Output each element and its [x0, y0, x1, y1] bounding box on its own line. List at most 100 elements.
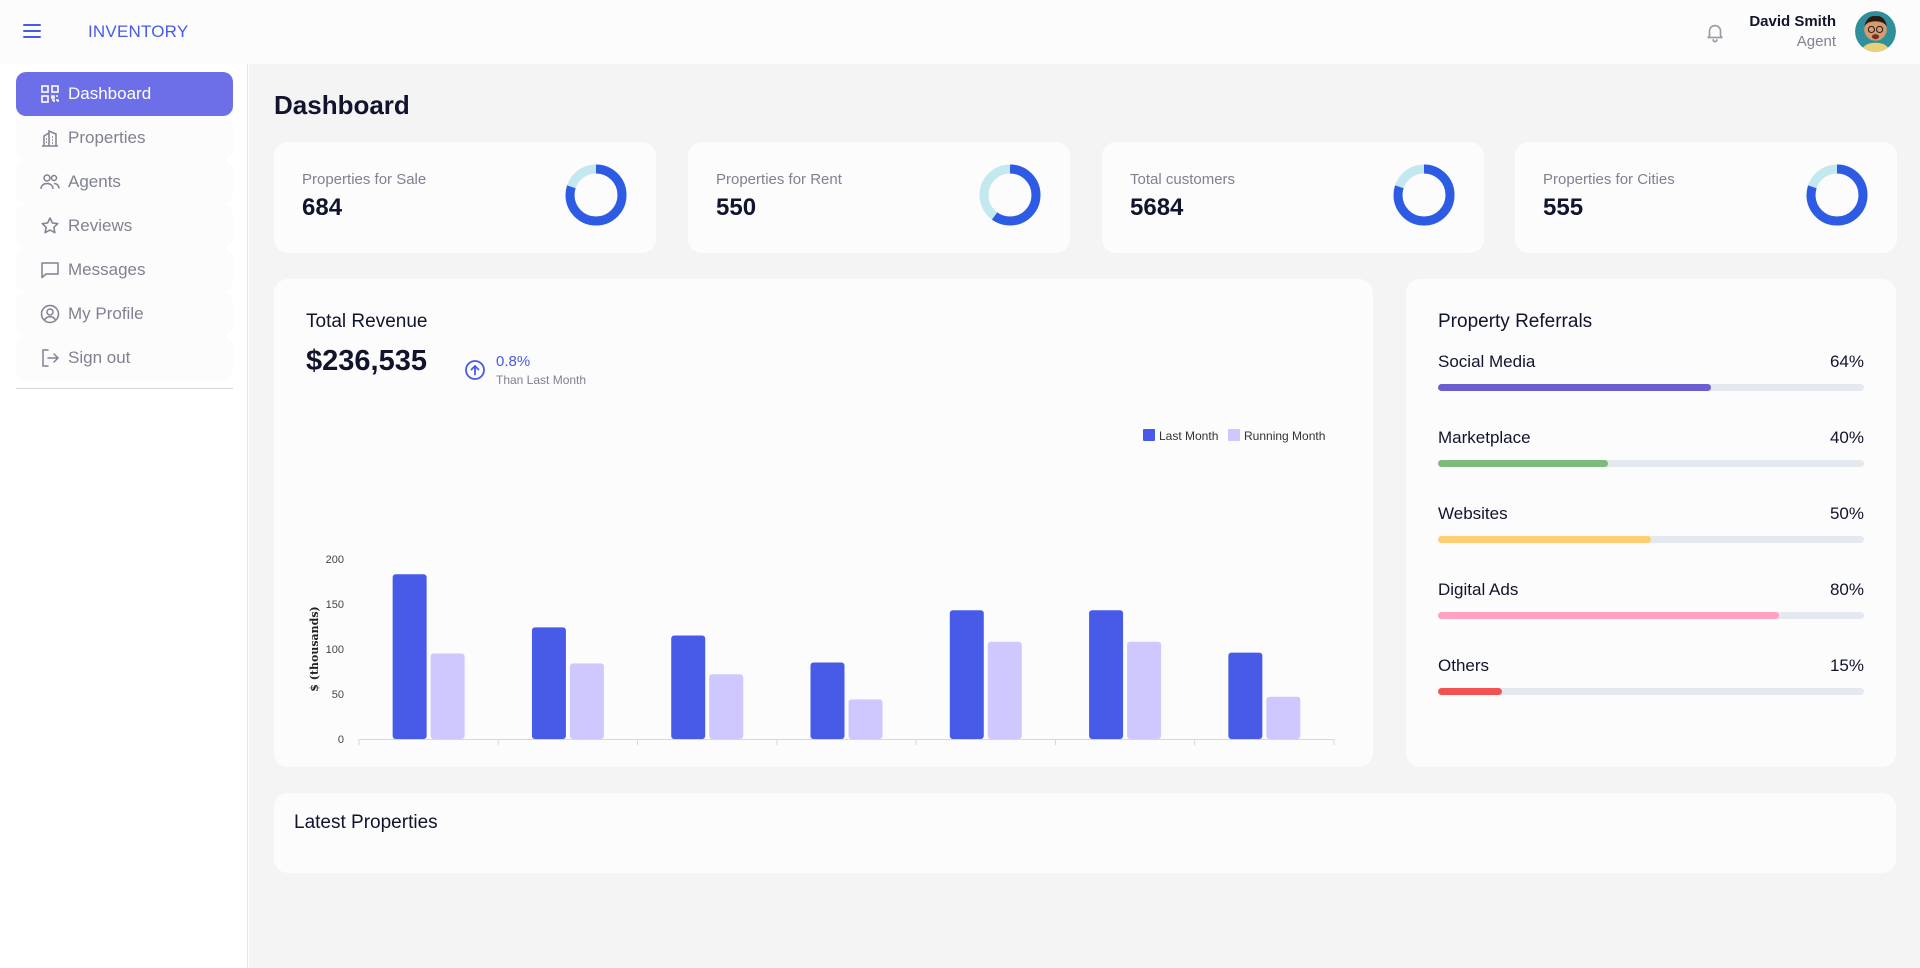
stat-card-customers: Total customers 5684 [1102, 142, 1484, 253]
sidebar-item-sign-out[interactable]: Sign out [16, 336, 233, 380]
bar-running-month-may[interactable] [987, 641, 1022, 739]
progress-track [1438, 460, 1864, 467]
sidebar-item-messages[interactable]: Messages [16, 248, 233, 292]
y-tick-label: 100 [326, 644, 344, 656]
dashboard-icon [40, 84, 60, 104]
donut-chart [1393, 164, 1455, 226]
progress-fill [1438, 536, 1651, 543]
revenue-value: $236,535 [306, 345, 427, 377]
legend-label: Running Month [1244, 429, 1325, 443]
donut-fill [565, 164, 627, 226]
stat-value: 5684 [1130, 194, 1184, 221]
user-role: Agent [1796, 33, 1836, 50]
donut-fill [1806, 164, 1868, 226]
stat-value: 550 [716, 194, 757, 221]
stat-label: Total customers [1130, 171, 1236, 188]
bar-last-month-mar[interactable] [671, 635, 706, 740]
sidebar-item-label: Reviews [68, 216, 133, 235]
referral-label: Websites [1438, 504, 1508, 523]
sidebar-item-my-profile[interactable]: My Profile [16, 292, 233, 336]
property-referrals-card: Property Referrals Social Media 64% Mark… [1406, 279, 1896, 767]
sidebar-item-label: Properties [68, 128, 146, 147]
legend-label: Last Month [1159, 429, 1218, 443]
main-content: Dashboard Properties for Sale 684 Proper… [249, 64, 1920, 968]
donut-fill [979, 164, 1041, 226]
sidebar-item-label: Sign out [68, 348, 131, 367]
progress-fill [1438, 384, 1711, 391]
growth-percent: 0.8% [496, 353, 531, 370]
stat-label: Properties for Cities [1543, 171, 1675, 188]
chart-legend: Last Month Running Month [1143, 429, 1325, 443]
arrow-up-circle-icon [465, 360, 485, 380]
referral-percent: 50% [1829, 504, 1864, 523]
bar-last-month-jul[interactable] [1228, 652, 1263, 739]
bar-running-month-apr[interactable] [848, 699, 883, 739]
referral-percent: 40% [1829, 428, 1864, 447]
bar-running-month-jun[interactable] [1127, 641, 1162, 739]
menu-icon[interactable] [20, 20, 44, 44]
avatar[interactable] [1855, 11, 1896, 52]
sidebar-item-label: My Profile [68, 304, 144, 323]
bar-last-month-may[interactable] [949, 610, 984, 739]
bar-running-month-jan[interactable] [430, 653, 465, 740]
donut-chart [1806, 164, 1868, 226]
bar-running-month-feb[interactable] [569, 663, 604, 739]
referral-label: Digital Ads [1438, 580, 1519, 599]
referral-label: Marketplace [1438, 428, 1531, 447]
y-tick-label: 50 [332, 689, 344, 701]
star-icon [40, 216, 60, 236]
progress-track [1438, 384, 1864, 391]
progress-fill [1438, 612, 1779, 619]
referral-percent: 15% [1829, 656, 1864, 675]
card-title: Property Referrals [1438, 311, 1593, 332]
referral-label: Social Media [1438, 352, 1536, 371]
stat-card-cities: Properties for Cities 555 [1515, 142, 1897, 253]
card-title: Latest Properties [294, 812, 438, 833]
y-tick-label: 200 [326, 554, 344, 566]
brand-title[interactable]: INVENTORY [88, 22, 189, 41]
bar-running-month-jul[interactable] [1266, 696, 1301, 739]
sidebar-item-properties[interactable]: Properties [16, 116, 233, 160]
progress-fill [1438, 460, 1609, 467]
sidebar-item-label: Dashboard [68, 84, 152, 103]
bar-last-month-apr[interactable] [810, 662, 845, 740]
building-icon [40, 128, 60, 148]
donut-fill [1393, 164, 1455, 226]
stat-card-sale: Properties for Sale 684 [274, 142, 656, 253]
sidebar-item-reviews[interactable]: Reviews [16, 204, 233, 248]
progress-fill [1438, 688, 1502, 695]
bar-last-month-jan[interactable] [392, 574, 427, 739]
y-tick-label: 0 [338, 734, 344, 746]
stat-label: Properties for Rent [716, 171, 842, 188]
logout-icon [40, 348, 60, 368]
referral-percent: 64% [1829, 352, 1864, 371]
sidebar-item-agents[interactable]: Agents [16, 160, 233, 204]
progress-track [1438, 688, 1864, 695]
bar-last-month-jun[interactable] [1089, 610, 1124, 739]
sidebar-divider [16, 388, 233, 389]
stat-card-rent: Properties for Rent 550 [688, 142, 1070, 253]
user-name: David Smith [1749, 13, 1836, 30]
y-axis-label: $ (thousands) [308, 606, 321, 692]
sidebar-item-label: Agents [68, 172, 121, 191]
bar-last-month-feb[interactable] [531, 627, 566, 739]
sidebar: Dashboard Properties Agents Reviews Mess… [0, 64, 248, 968]
referral-percent: 80% [1829, 580, 1864, 599]
bar-running-month-mar[interactable] [709, 674, 744, 739]
donut-chart [979, 164, 1041, 226]
legend-swatch [1228, 429, 1240, 441]
donut-chart [565, 164, 627, 226]
notification-bell-icon[interactable] [1704, 20, 1726, 44]
progress-track [1438, 612, 1864, 619]
latest-properties-card: Latest Properties [274, 793, 1896, 873]
sidebar-item-dashboard[interactable]: Dashboard [16, 72, 233, 116]
top-header: INVENTORY David Smith Agent [0, 0, 1920, 64]
people-icon [40, 172, 60, 192]
legend-swatch [1143, 429, 1155, 441]
sidebar-item-label: Messages [68, 260, 146, 279]
referral-label: Others [1438, 656, 1490, 675]
stat-value: 555 [1543, 194, 1584, 221]
growth-caption: Than Last Month [496, 373, 587, 387]
stat-label: Properties for Sale [302, 171, 427, 188]
